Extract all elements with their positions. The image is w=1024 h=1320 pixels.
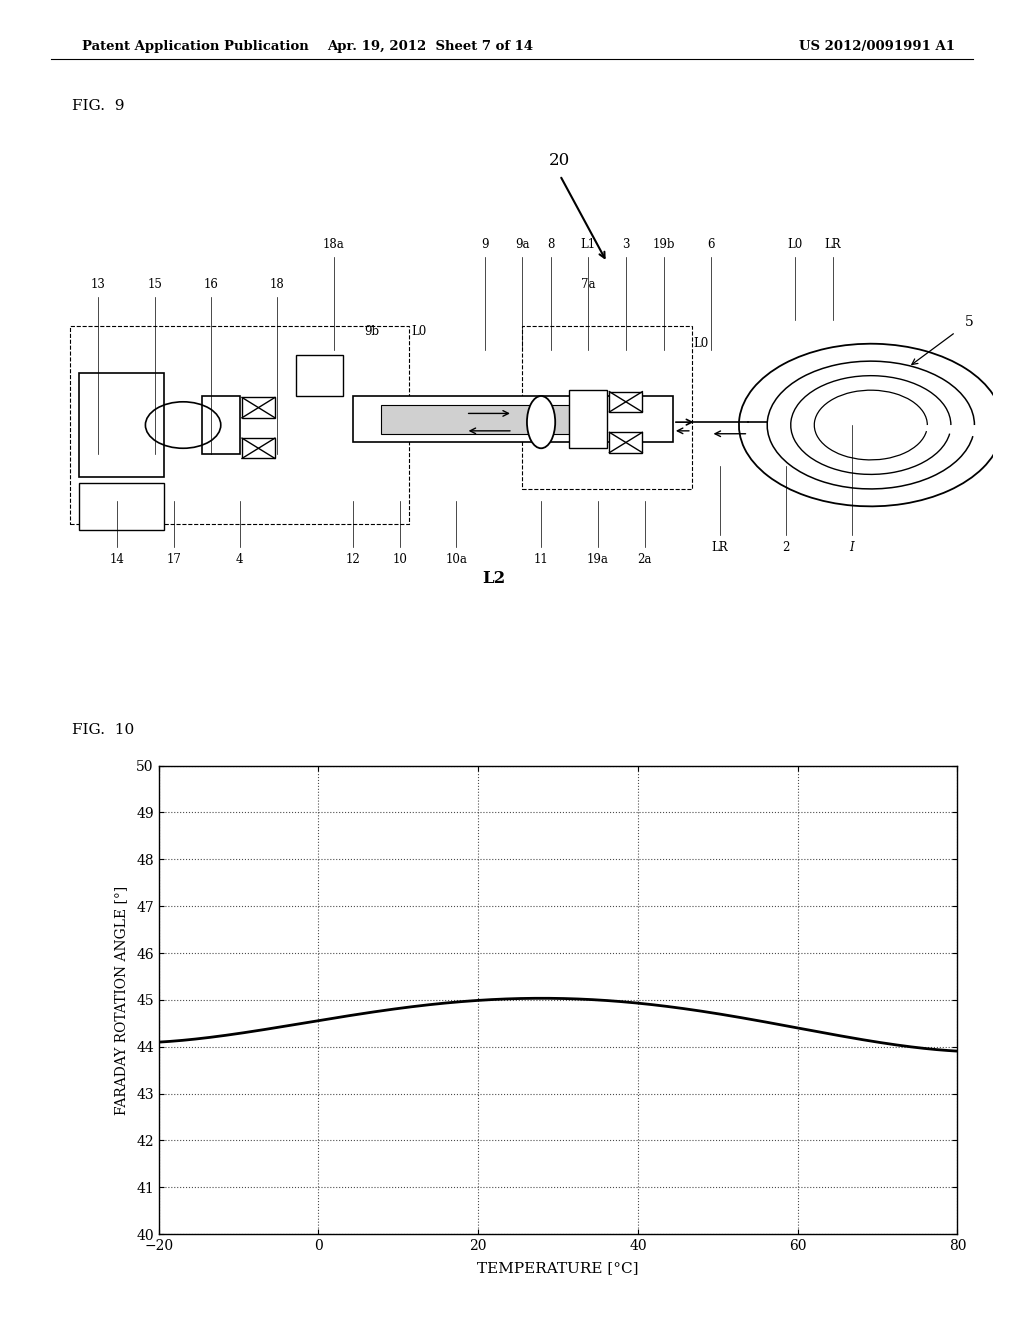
Bar (352, 396, 673, 442)
Bar (296, 355, 343, 396)
Bar (609, 392, 642, 412)
Bar (609, 433, 642, 453)
Text: FIG.  9: FIG. 9 (72, 99, 124, 114)
Text: 6: 6 (707, 238, 715, 251)
Text: 2: 2 (782, 541, 790, 554)
Text: 7a: 7a (581, 279, 595, 292)
Text: 17: 17 (166, 553, 181, 566)
Bar (80, 483, 164, 529)
Text: 15: 15 (147, 279, 162, 292)
Text: 19a: 19a (587, 553, 608, 566)
Bar (202, 396, 240, 454)
Text: 16: 16 (204, 279, 219, 292)
Ellipse shape (527, 396, 555, 449)
Bar (242, 438, 274, 458)
Text: Apr. 19, 2012  Sheet 7 of 14: Apr. 19, 2012 Sheet 7 of 14 (327, 40, 534, 53)
Text: I: I (850, 541, 854, 554)
Text: L0: L0 (411, 325, 426, 338)
Text: US 2012/0091991 A1: US 2012/0091991 A1 (799, 40, 954, 53)
Text: 5: 5 (965, 315, 974, 329)
Text: 4: 4 (236, 553, 244, 566)
Bar (242, 397, 274, 417)
Text: 9b: 9b (364, 325, 379, 338)
Text: Patent Application Publication: Patent Application Publication (82, 40, 308, 53)
Text: LR: LR (824, 238, 842, 251)
Text: 18a: 18a (323, 238, 345, 251)
Text: 14: 14 (110, 553, 125, 566)
Text: 2a: 2a (638, 553, 652, 566)
Text: L0: L0 (787, 238, 803, 251)
Text: 12: 12 (345, 553, 360, 566)
Text: 9: 9 (481, 238, 488, 251)
Text: L1: L1 (581, 238, 596, 251)
Text: L2: L2 (482, 570, 506, 587)
Text: 3: 3 (623, 238, 630, 251)
Y-axis label: FARADAY ROTATION ANGLE [°]: FARADAY ROTATION ANGLE [°] (114, 886, 128, 1114)
Text: 10: 10 (392, 553, 408, 566)
Text: 13: 13 (91, 279, 105, 292)
Text: 10a: 10a (445, 553, 467, 566)
Bar (80, 372, 164, 478)
Bar (381, 405, 569, 434)
Bar (70, 326, 410, 524)
Text: 8: 8 (547, 238, 554, 251)
Text: LR: LR (712, 541, 728, 554)
Text: 18: 18 (270, 279, 285, 292)
X-axis label: TEMPERATURE [°C]: TEMPERATURE [°C] (477, 1262, 639, 1275)
Text: 19b: 19b (652, 238, 675, 251)
Text: 9a: 9a (515, 238, 529, 251)
Bar (522, 326, 692, 488)
Text: 20: 20 (549, 152, 570, 169)
Text: FIG.  10: FIG. 10 (72, 723, 134, 738)
Text: 11: 11 (534, 553, 549, 566)
Bar (569, 391, 607, 449)
Text: L0: L0 (693, 337, 709, 350)
